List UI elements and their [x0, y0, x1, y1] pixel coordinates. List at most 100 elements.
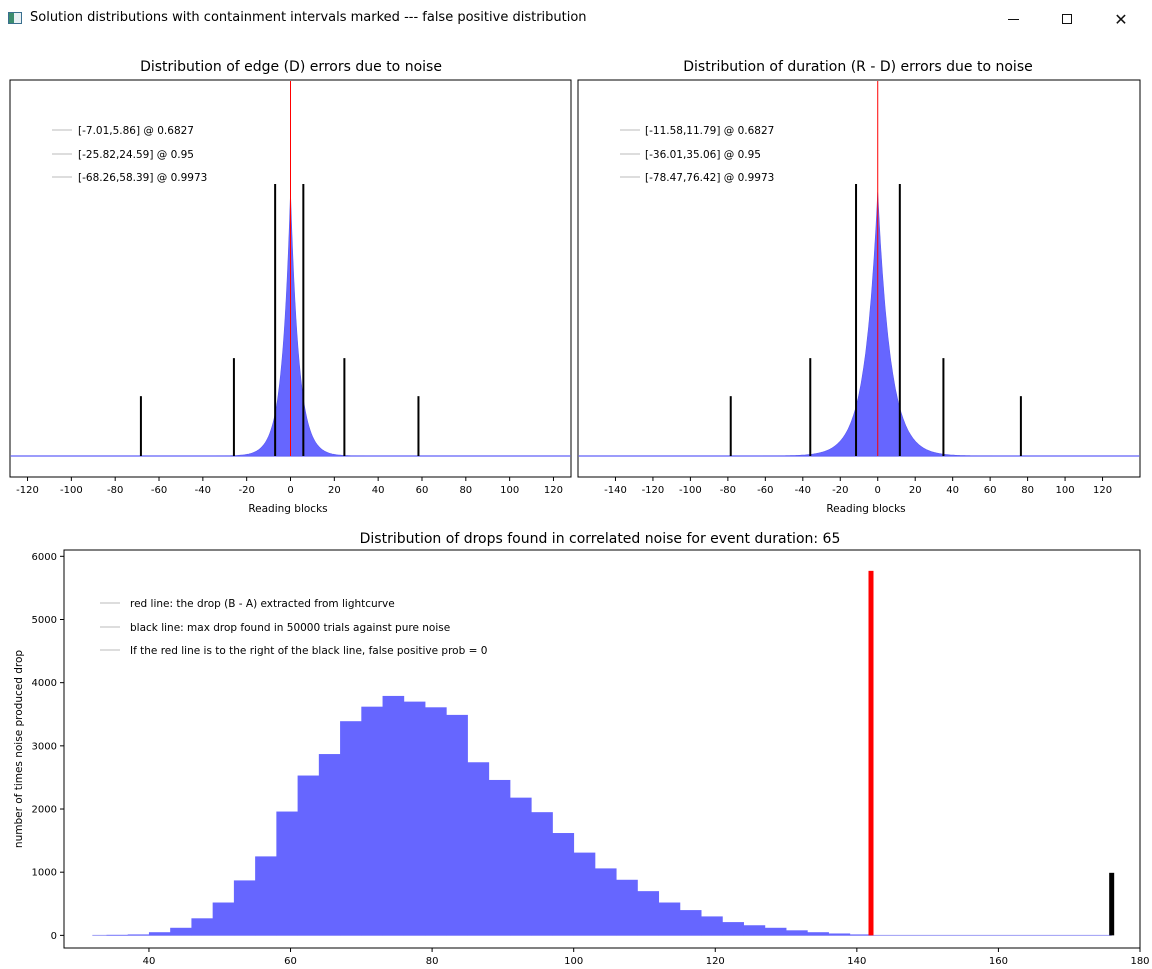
distribution-area — [578, 192, 1140, 457]
legend-item: [-78.47,76.42] @ 0.9973 — [645, 172, 774, 184]
y-tick-label: 5000 — [32, 615, 57, 626]
histogram-bar — [382, 695, 405, 936]
x-tick-label: 120 — [1093, 485, 1112, 496]
histogram-bar — [722, 922, 744, 936]
edge-error-chart: Distribution of edge (D) errors due to n… — [9, 59, 572, 515]
charts-area: Distribution of edge (D) errors due to n… — [9, 59, 1150, 967]
legend: [-11.58,11.79] @ 0.6827 [-36.01,35.06] @… — [620, 125, 774, 184]
window-title: Solution distributions with containment … — [30, 10, 587, 25]
histogram-bar — [743, 925, 766, 936]
x-tick-label: 120 — [544, 485, 563, 496]
x-axis-ticks: -120 -100 -80 -60 -40 -20 0 20 40 60 80 100 120 — [16, 477, 563, 496]
y-axis-label: number of times noise produced drop — [13, 650, 25, 848]
histogram-bar — [616, 879, 638, 936]
histogram-bar — [148, 932, 171, 936]
y-tick-label: 6000 — [32, 552, 57, 563]
histogram-bar — [764, 927, 787, 936]
histogram-bar — [552, 833, 575, 936]
x-tick-label: 100 — [1056, 485, 1075, 496]
x-axis-label: Reading blocks — [826, 503, 905, 515]
histogram-bar — [786, 930, 808, 936]
x-tick-label: 80 — [1021, 485, 1034, 496]
histogram-bar — [127, 934, 150, 936]
legend-item: If the red line is to the right of the b… — [130, 645, 487, 657]
histogram-bar — [807, 932, 829, 936]
x-tick-label: 0 — [875, 485, 881, 496]
legend-item: red line: the drop (B - A) extracted fro… — [130, 598, 395, 610]
x-tick-label: 100 — [564, 956, 583, 967]
duration-error-chart: Distribution of duration (R - D) errors … — [577, 59, 1141, 515]
x-tick-label: 120 — [706, 956, 725, 967]
x-tick-label: 20 — [909, 485, 922, 496]
x-tick-label: 40 — [946, 485, 959, 496]
histogram-bar — [425, 707, 447, 936]
chart-title: Distribution of drops found in correlate… — [360, 531, 841, 547]
histogram-bar — [255, 856, 277, 936]
legend-item: [-7.01,5.86] @ 0.6827 — [78, 125, 194, 137]
histogram-bar — [403, 701, 426, 936]
x-tick-label: 60 — [284, 956, 297, 967]
histogram-bar — [276, 811, 299, 936]
x-tick-label: 80 — [426, 956, 439, 967]
histogram-bar — [361, 706, 383, 936]
y-tick-label: 3000 — [32, 741, 57, 752]
x-tick-label: -40 — [195, 485, 211, 496]
histogram-bar — [191, 918, 214, 936]
x-tick-label: -40 — [795, 485, 811, 496]
app-window-icon — [8, 12, 22, 24]
histogram-bar — [637, 891, 660, 936]
legend: red line: the drop (B - A) extracted fro… — [100, 598, 487, 657]
x-tick-label: 40 — [372, 485, 385, 496]
x-tick-label: -60 — [151, 485, 167, 496]
x-tick-label: -60 — [757, 485, 773, 496]
x-tick-label: 20 — [328, 485, 341, 496]
histogram-bar — [106, 934, 129, 936]
histogram-bar — [212, 902, 235, 936]
legend-item: [-36.01,35.06] @ 0.95 — [645, 149, 761, 161]
black-max-drop-line — [1109, 872, 1115, 936]
legend-item: [-25.82,24.59] @ 0.95 — [78, 149, 194, 161]
x-tick-label: 180 — [1130, 956, 1149, 967]
x-tick-label: -20 — [239, 485, 255, 496]
x-axis-label: Reading blocks — [248, 503, 327, 515]
interval-markers — [139, 81, 420, 456]
close-icon: ✕ — [1114, 9, 1128, 29]
histogram-bar — [467, 762, 490, 936]
x-tick-label: 160 — [989, 956, 1008, 967]
x-tick-label: 80 — [459, 485, 472, 496]
chart-title: Distribution of duration (R - D) errors … — [683, 59, 1032, 75]
histogram-bar — [340, 721, 362, 936]
close-button[interactable]: ✕ — [1098, 0, 1144, 38]
x-tick-label: -140 — [604, 485, 627, 496]
y-tick-label: 0 — [51, 931, 57, 942]
false-positive-chart: Distribution of drops found in correlate… — [13, 531, 1150, 967]
maximize-button[interactable] — [1044, 0, 1090, 38]
y-axis-ticks: 0 1000 2000 3000 4000 5000 6000 — [32, 552, 64, 942]
minimize-button[interactable] — [990, 0, 1036, 38]
x-tick-label: -120 — [16, 485, 39, 496]
x-tick-label: 60 — [416, 485, 429, 496]
legend-item: [-11.58,11.79] @ 0.6827 — [645, 125, 774, 137]
histogram-bar — [233, 880, 256, 936]
x-axis-ticks: -140 -120 -100 -80 -60 -40 -20 0 20 40 60 80 100 120 — [604, 477, 1112, 496]
y-tick-label: 1000 — [32, 868, 57, 879]
x-tick-label: 60 — [984, 485, 997, 496]
histogram-bar — [573, 852, 596, 936]
x-tick-label: 100 — [500, 485, 519, 496]
histogram-bar — [679, 910, 702, 936]
y-tick-label: 4000 — [32, 678, 57, 689]
histogram-bar — [701, 916, 723, 936]
histogram-bar — [170, 927, 192, 936]
x-tick-label: 0 — [287, 485, 293, 496]
histogram-bar — [509, 797, 532, 936]
drop-histogram — [92, 695, 1112, 936]
histogram-bar — [658, 902, 681, 936]
interval-markers — [729, 81, 1022, 456]
maximize-icon — [1062, 14, 1072, 24]
reference-lines — [868, 570, 1115, 936]
x-tick-label: 40 — [143, 956, 156, 967]
x-tick-label: -80 — [107, 485, 123, 496]
chart-title: Distribution of edge (D) errors due to n… — [140, 59, 442, 75]
x-tick-label: -20 — [832, 485, 848, 496]
legend: [-7.01,5.86] @ 0.6827 [-25.82,24.59] @ 0… — [52, 125, 207, 184]
